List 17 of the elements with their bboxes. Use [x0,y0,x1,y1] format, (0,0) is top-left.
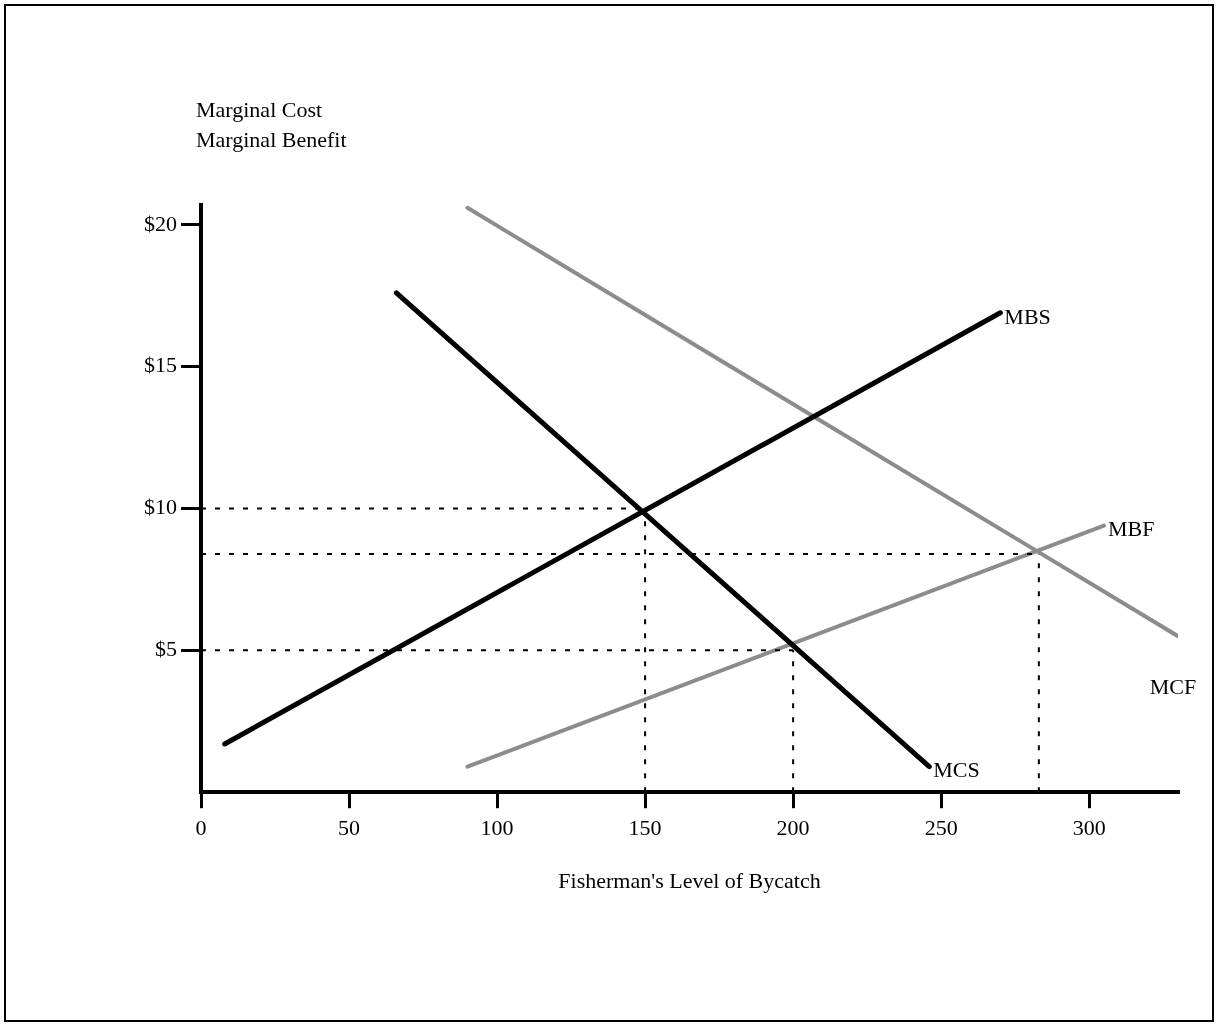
y-tick-label: $15 [144,352,177,378]
x-tick-label: 150 [628,815,662,841]
series-label: MCS [933,757,980,783]
x-tick-label: 300 [1072,815,1106,841]
x-tick-label: 250 [924,815,958,841]
y-tick-label: $5 [155,636,177,662]
x-tick-label: 50 [338,815,361,841]
series-label: MBS [1004,303,1051,329]
series-label: MBF [1107,516,1155,542]
y-axis-title: Marginal Cost Marginal Benefit [196,97,347,152]
y-tick-label: $20 [144,210,177,236]
y-tick-label: $10 [144,494,177,520]
x-tick-label: 100 [480,815,514,841]
x-tick-label: 200 [776,815,810,841]
x-tick-label: 0 [195,815,207,841]
x-axis-title: Fisherman's Level of Bycatch [558,867,821,893]
series-label: MCF [1149,673,1197,699]
